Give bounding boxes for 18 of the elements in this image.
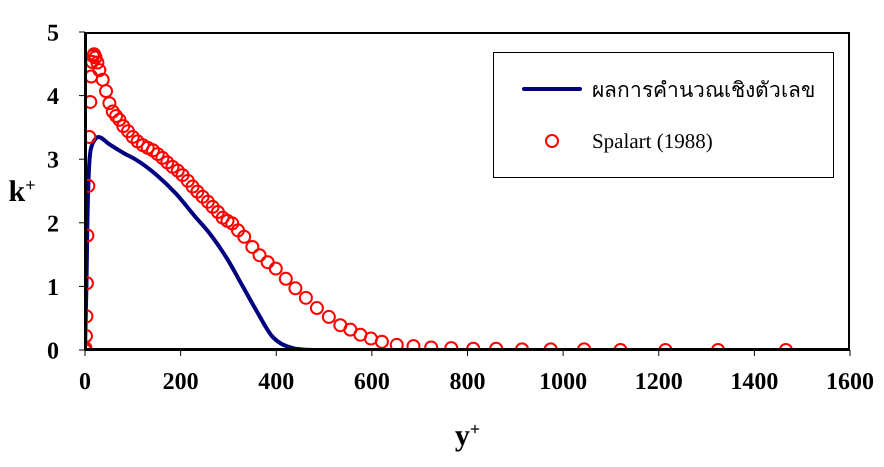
- y-tick-label: 0: [47, 338, 59, 365]
- x-tick-label: 1000: [539, 369, 588, 396]
- x-tick-label: 1600: [826, 369, 874, 396]
- x-tick-label: 200: [162, 369, 199, 396]
- x-tick-label: 600: [354, 369, 390, 396]
- x-tick-label: 1200: [634, 369, 683, 396]
- x-tick-label: 800: [450, 369, 486, 396]
- x-tick-label: 1400: [730, 369, 778, 396]
- y-tick-label: 1: [47, 274, 59, 301]
- y-tick-label: 2: [47, 211, 59, 238]
- y-axis-title: k$^{+}$: [8, 175, 36, 208]
- y-tick-label: 4: [47, 84, 59, 110]
- x-tick-label: 400: [258, 369, 294, 396]
- y-tick-label: 5: [47, 20, 59, 47]
- legend-label: ผลการคำนวณเชิงตัวเลข: [592, 76, 815, 104]
- x-tick-label: 0: [79, 369, 91, 396]
- y-tick-label: 3: [47, 148, 59, 174]
- x-axis-title: y$^{+}$: [454, 419, 480, 452]
